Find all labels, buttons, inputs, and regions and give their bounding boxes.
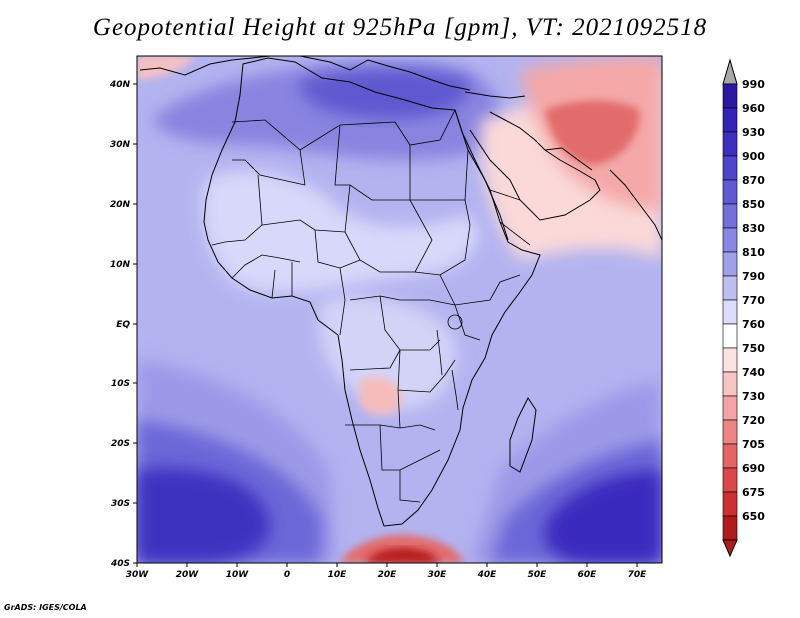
lat-label: 20S (111, 439, 130, 449)
colorbar-label: 900 (742, 150, 765, 163)
lon-label: 20E (378, 570, 398, 580)
colorbar-label: 760 (742, 318, 765, 331)
credit-text: GrADS: IGES/COLA (4, 603, 87, 612)
colorbar-boxes (722, 83, 738, 541)
colorbar-label: 705 (742, 438, 765, 451)
madagascar-outline (509, 397, 537, 473)
field-southwest-low (137, 468, 270, 563)
colorbar-label: 740 (742, 366, 765, 379)
colorbar-label: 730 (742, 390, 765, 403)
lon-label: 50E (528, 570, 548, 580)
colorbar-label: 675 (742, 486, 765, 499)
colorbar-swatch (722, 131, 738, 157)
lon-label: 30E (428, 570, 448, 580)
field-angola-pink (360, 376, 402, 416)
colorbar-swatch (722, 395, 738, 421)
persian-gulf (544, 147, 593, 171)
lon-label: 70E (628, 570, 648, 580)
lon-label: 0 (284, 570, 290, 580)
lon-label: 60E (578, 570, 598, 580)
colorbar-swatch (722, 443, 738, 469)
colorbar-swatch (722, 467, 738, 493)
lat-label: 30N (110, 140, 131, 150)
coastlines (139, 56, 662, 527)
tick-marks (133, 83, 638, 567)
lakes (436, 314, 463, 411)
colorbar-swatch (722, 155, 738, 181)
colorbar-labels: 990 960 930 900 870 850 830 810 790 770 … (742, 78, 765, 523)
colorbar-swatch (722, 371, 738, 397)
colorbar-swatch (722, 323, 738, 349)
field-south-ridge-dark (365, 548, 440, 563)
colorbar-label: 720 (742, 414, 765, 427)
colorbar-label: 830 (742, 222, 765, 235)
lat-label: 40N (109, 80, 131, 90)
lat-axis: 40N 30N 20N 10N EQ 10S 20S 30S 40S (109, 80, 131, 569)
colorbar-label: 960 (742, 102, 765, 115)
colorbar-swatch (722, 227, 738, 253)
colorbar-swatch (722, 251, 738, 277)
colorbar-label: 930 (742, 126, 765, 139)
colorbar-label: 850 (742, 198, 765, 211)
colorbar-swatch (722, 299, 738, 325)
lat-label: EQ (116, 320, 130, 330)
field-northwest-pink (137, 56, 195, 80)
colorbar-swatch (722, 347, 738, 373)
europe-outline (139, 56, 526, 99)
lon-label: 20W (176, 570, 200, 580)
field-southeast-low (544, 470, 662, 563)
country-borders (211, 109, 531, 503)
colorbar-label: 810 (742, 246, 765, 259)
colorbar-swatch (722, 491, 738, 517)
lat-label: 10S (111, 379, 130, 389)
lon-label: 10E (328, 570, 348, 580)
map-title: Geopotential Height at 925hPa [gpm], VT:… (92, 14, 708, 41)
india-coast (609, 169, 662, 241)
colorbar-swatch (722, 419, 738, 445)
colorbar-bottom-arrow (722, 539, 738, 558)
colorbar-swatch (722, 107, 738, 133)
colorbar-swatch (722, 203, 738, 229)
lon-label: 40E (477, 570, 498, 580)
colorbar-label: 790 (742, 270, 765, 283)
colorbar-label: 650 (742, 510, 765, 523)
lat-label: 20N (110, 200, 131, 210)
field-mediterranean-deep (300, 69, 470, 119)
colorbar-swatch (722, 179, 738, 205)
lon-label: 10W (226, 570, 250, 580)
field-central-light (320, 296, 457, 410)
plot-frame (136, 55, 663, 564)
red-sea (454, 109, 509, 241)
colorbar-label: 990 (742, 78, 765, 91)
height-field (137, 56, 662, 563)
field-iran-red (545, 100, 640, 165)
lat-label: 10N (110, 260, 131, 270)
colorbar-swatch (722, 83, 738, 109)
colorbar-label: 770 (742, 294, 765, 307)
lat-label: 40S (110, 559, 130, 569)
colorbar-label: 870 (742, 174, 765, 187)
lon-label: 30W (126, 570, 150, 580)
colorbar-swatch (722, 515, 738, 541)
colorbar-swatch (722, 275, 738, 301)
lon-axis: 30W 20W 10W 0 10E 20E 30E 40E 50E 60E 70… (126, 570, 647, 580)
lat-label: 30S (111, 499, 130, 509)
colorbar: 990 960 930 900 870 850 830 810 790 770 … (722, 58, 765, 558)
colorbar-label: 750 (742, 342, 765, 355)
colorbar-label: 690 (742, 462, 765, 475)
colorbar-top-arrow (722, 58, 738, 85)
arabia-outline (469, 111, 601, 221)
